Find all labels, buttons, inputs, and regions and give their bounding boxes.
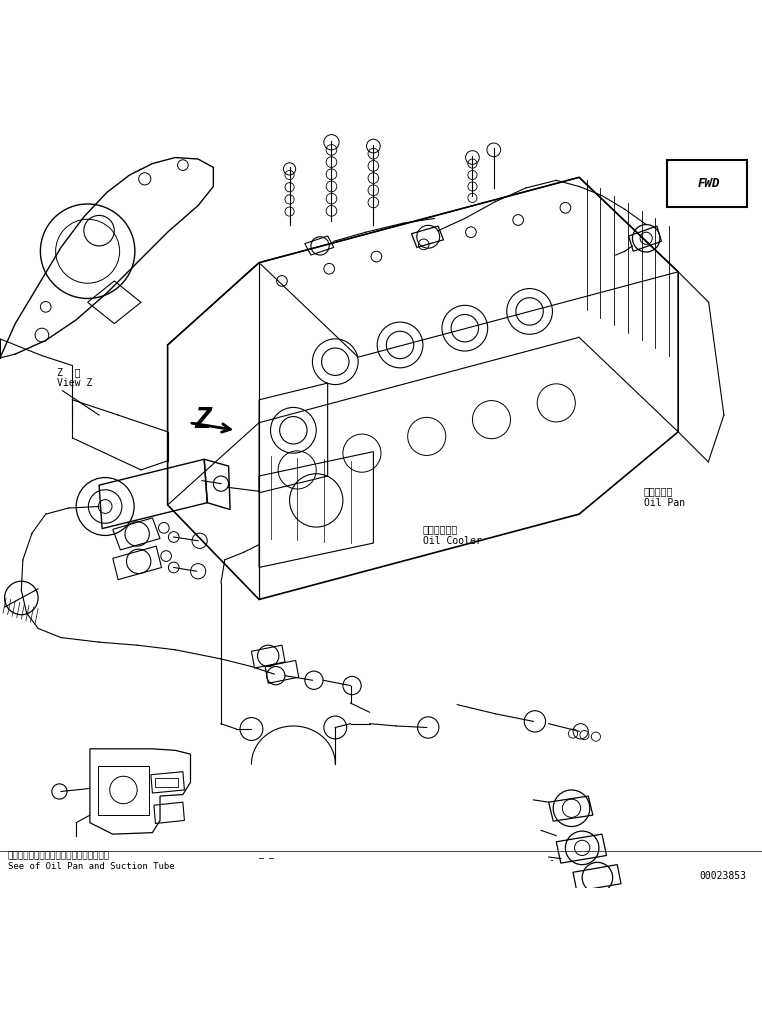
Bar bbox=[155, 778, 178, 787]
Text: Z: Z bbox=[194, 406, 211, 435]
Text: 00023853: 00023853 bbox=[700, 871, 747, 881]
Text: -: - bbox=[549, 855, 555, 865]
Text: オイルパンおよびサクションチューブ参照
See of Oil Pan and Suction Tube: オイルパンおよびサクションチューブ参照 See of Oil Pan and S… bbox=[8, 851, 174, 871]
Text: _ _: _ _ bbox=[259, 850, 274, 859]
Bar bbox=[98, 766, 149, 815]
Text: オイルパン
Oil Pan: オイルパン Oil Pan bbox=[644, 486, 685, 509]
Text: オイルクーラ
Oil Cooler: オイルクーラ Oil Cooler bbox=[423, 525, 482, 546]
Text: Z  視
View Z: Z 視 View Z bbox=[57, 367, 92, 388]
Text: FWD: FWD bbox=[697, 177, 720, 189]
